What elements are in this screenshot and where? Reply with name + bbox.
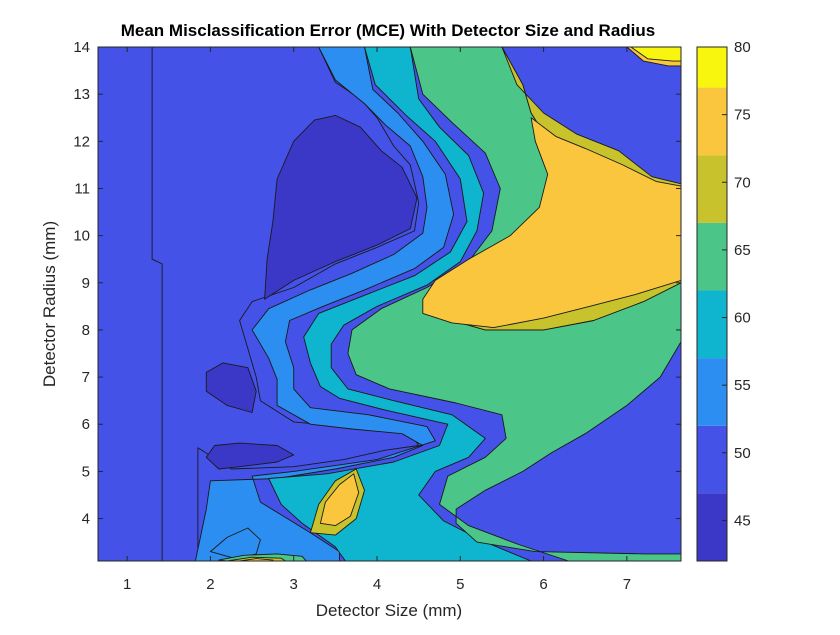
x-tick-label: 3 <box>290 576 298 593</box>
y-tick-label: 9 <box>82 275 90 292</box>
y-tick-label: 8 <box>82 322 90 339</box>
contour-region <box>239 558 274 561</box>
chart-title: Mean Misclassification Error (MCE) With … <box>121 21 656 40</box>
contour-region <box>422 117 681 329</box>
y-tick-label: 10 <box>73 228 90 245</box>
x-tick-label: 4 <box>373 576 381 593</box>
x-tick-label: 5 <box>456 576 464 593</box>
colorbar-tick-label: 65 <box>734 242 751 259</box>
colorbar-tick-label: 80 <box>734 39 751 56</box>
colorbar-band <box>697 47 727 88</box>
colorbar-tick-label: 45 <box>734 512 751 529</box>
x-tick-label: 2 <box>206 576 214 593</box>
colorbar-band <box>697 87 727 156</box>
colorbar-band <box>697 358 727 426</box>
colorbar-tick-label: 50 <box>734 445 751 462</box>
colorbar-band <box>697 425 727 494</box>
contour-region <box>205 442 295 470</box>
x-axis: 1 2 3 4 5 6 7 <box>123 47 631 593</box>
y-tick-label: 6 <box>82 416 90 433</box>
colorbar-band <box>697 155 727 223</box>
contour-region <box>194 47 455 561</box>
x-tick-label: 6 <box>539 576 547 593</box>
contour-region <box>630 47 681 62</box>
y-tick-label: 12 <box>73 133 90 150</box>
y-tick-label: 4 <box>82 511 90 528</box>
colorbar-band <box>697 290 727 359</box>
contour-region <box>268 47 532 561</box>
contour-region <box>205 362 257 413</box>
y-tick-label: 5 <box>82 463 90 480</box>
colorbar-band <box>697 222 727 291</box>
colorbar: 45 50 55 60 65 70 75 80 <box>696 39 751 562</box>
colorbar-tick-label: 70 <box>734 174 751 191</box>
colorbar-tick-label: 55 <box>734 377 751 394</box>
y-tick-label: 7 <box>82 369 90 386</box>
contour-region <box>319 473 360 527</box>
colorbar-frame <box>696 46 728 562</box>
plot-area <box>98 47 681 561</box>
x-tick-label: 1 <box>123 576 131 593</box>
x-tick-label: 7 <box>623 576 631 593</box>
y-axis-label: Detector Radius (mm) <box>40 221 59 387</box>
y-tick-label: 14 <box>73 39 90 56</box>
contour-region <box>264 114 418 300</box>
colorbar-band <box>697 493 727 561</box>
x-axis-label: Detector Size (mm) <box>316 601 462 620</box>
y-axis: 4 5 6 7 8 9 10 11 12 13 14 <box>73 39 681 528</box>
colorbar-tick-label: 60 <box>734 310 751 327</box>
y-tick-label: 13 <box>73 86 90 103</box>
y-tick-label: 11 <box>74 180 90 197</box>
colorbar-tick-label: 75 <box>734 107 751 124</box>
plot-frame <box>97 46 682 562</box>
